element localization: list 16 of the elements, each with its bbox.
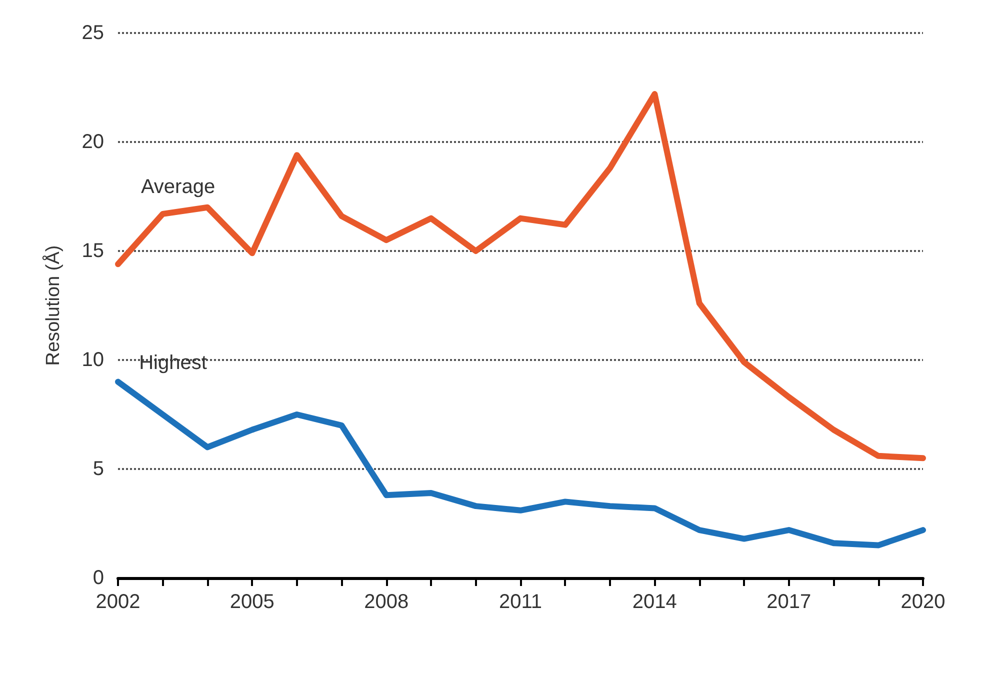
- x-tick-label: 2005: [230, 591, 274, 613]
- y-tick-label: 25: [82, 22, 104, 44]
- y-tick-label: 10: [82, 349, 104, 371]
- y-tick-label: 0: [92, 567, 104, 589]
- x-tick-label: 2002: [96, 591, 140, 613]
- y-axis-title: Resolution (Å): [42, 245, 64, 366]
- x-tick-label: 2017: [766, 591, 812, 613]
- y-tick-label: 20: [82, 131, 104, 153]
- series-label: Average: [140, 176, 216, 198]
- y-tick-label: 15: [82, 240, 104, 262]
- x-tick-label: 2020: [900, 591, 946, 613]
- x-tick-label: 2011: [498, 591, 542, 613]
- x-tick-label: 2008: [364, 591, 409, 613]
- x-tick-label: 2014: [632, 591, 677, 613]
- series-label: Highest: [139, 352, 208, 374]
- y-tick-label: 5: [92, 458, 104, 480]
